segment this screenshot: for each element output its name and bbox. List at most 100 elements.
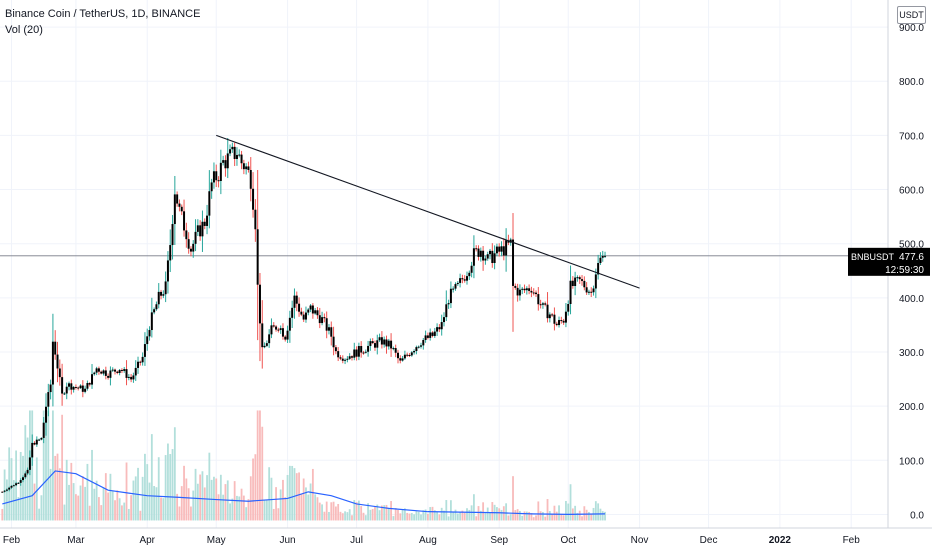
volume-bar — [144, 453, 146, 521]
candle — [281, 323, 284, 340]
candle — [97, 366, 100, 375]
candle — [369, 338, 372, 351]
candle — [470, 261, 473, 278]
volume-bar — [81, 476, 84, 521]
volume-bar — [100, 505, 103, 521]
candle-body — [74, 386, 77, 388]
candle — [277, 327, 280, 333]
candle-body — [438, 327, 441, 330]
volume-bar — [49, 468, 52, 521]
candle-body — [578, 277, 581, 280]
candle-body — [486, 254, 489, 259]
candle — [376, 334, 379, 355]
volume-bar — [415, 511, 418, 521]
candle — [245, 163, 248, 175]
candle — [150, 297, 153, 338]
volume-bar — [88, 505, 91, 521]
volume-bar — [424, 509, 427, 521]
candle — [449, 281, 452, 309]
candle-body — [337, 351, 340, 358]
candle — [176, 191, 179, 207]
candle — [578, 275, 581, 284]
candle — [263, 342, 266, 349]
volume-bar — [378, 510, 381, 521]
y-tick-label: 200.0 — [899, 402, 924, 413]
volume-bar — [284, 497, 287, 521]
candle — [346, 356, 349, 363]
candle-body — [383, 339, 386, 345]
candle — [594, 268, 597, 299]
candle — [383, 336, 386, 348]
volume-bar — [371, 509, 374, 521]
candle-body — [81, 385, 84, 392]
volume-bar — [35, 457, 38, 521]
trendline[interactable] — [216, 134, 640, 289]
candle-body — [111, 369, 114, 371]
candle-body — [295, 295, 298, 304]
candle — [208, 170, 211, 229]
candle-body — [512, 239, 515, 286]
candle-body — [392, 348, 395, 350]
volume-bar — [160, 497, 162, 521]
time-axis[interactable]: Feb Mar Apr May Jun Jul Aug Sep Oct Nov Dec 2022 Feb — [0, 527, 932, 550]
volume-bar — [242, 495, 245, 521]
candle — [325, 311, 328, 339]
candle-body — [440, 322, 443, 330]
candle — [226, 138, 229, 179]
volume-bar — [219, 474, 222, 521]
candle — [436, 323, 439, 336]
candle-body — [95, 368, 98, 373]
candle — [192, 240, 195, 258]
candle-body — [63, 393, 66, 395]
candle — [81, 380, 84, 398]
volume-bar — [594, 501, 597, 521]
volume-bar — [282, 479, 284, 521]
candle — [272, 322, 275, 328]
volume-bar — [77, 495, 80, 521]
candle-body — [203, 221, 206, 226]
candle-body — [447, 303, 450, 305]
volume-bar — [473, 494, 475, 521]
price-badge: BNBUSDT 477.6 12:59:30 — [848, 247, 930, 276]
currency-button[interactable]: USDT — [897, 6, 926, 24]
volume-bar — [63, 504, 66, 521]
candle-body — [304, 312, 307, 320]
volume-bar — [401, 509, 404, 521]
volume-indicator-label[interactable]: Vol (20) — [5, 24, 43, 36]
volume-bar — [433, 510, 436, 521]
volume-bar — [341, 513, 344, 521]
candle — [390, 333, 393, 357]
candle — [196, 219, 199, 236]
candle — [157, 283, 160, 309]
volume-bar — [521, 515, 524, 521]
volume-bar — [302, 478, 305, 521]
volume-bar — [155, 487, 158, 521]
candle — [212, 162, 215, 189]
volume-bar — [431, 506, 434, 521]
candle — [311, 303, 314, 319]
candle — [512, 213, 515, 332]
volume-bar — [413, 514, 415, 521]
candle — [293, 288, 296, 319]
volume-bar — [514, 510, 517, 521]
candle-body — [344, 359, 347, 361]
candle-body — [445, 304, 448, 318]
candle — [601, 250, 604, 262]
candle — [371, 338, 374, 345]
candle-body — [367, 345, 370, 352]
symbol-title[interactable]: Binance Coin / TetherUS, 1D, BINANCE — [5, 8, 201, 20]
candle — [118, 368, 121, 376]
candle — [341, 355, 344, 364]
volume-bar — [385, 504, 388, 521]
volume-bar — [3, 469, 6, 521]
candle — [385, 335, 388, 354]
candles — [1, 138, 607, 493]
candle — [477, 245, 480, 261]
candle-body — [196, 225, 199, 232]
candle — [585, 282, 588, 295]
candle-body — [475, 248, 478, 250]
volume-bar — [486, 507, 489, 521]
volume-bar — [118, 498, 121, 521]
candle — [569, 265, 572, 315]
